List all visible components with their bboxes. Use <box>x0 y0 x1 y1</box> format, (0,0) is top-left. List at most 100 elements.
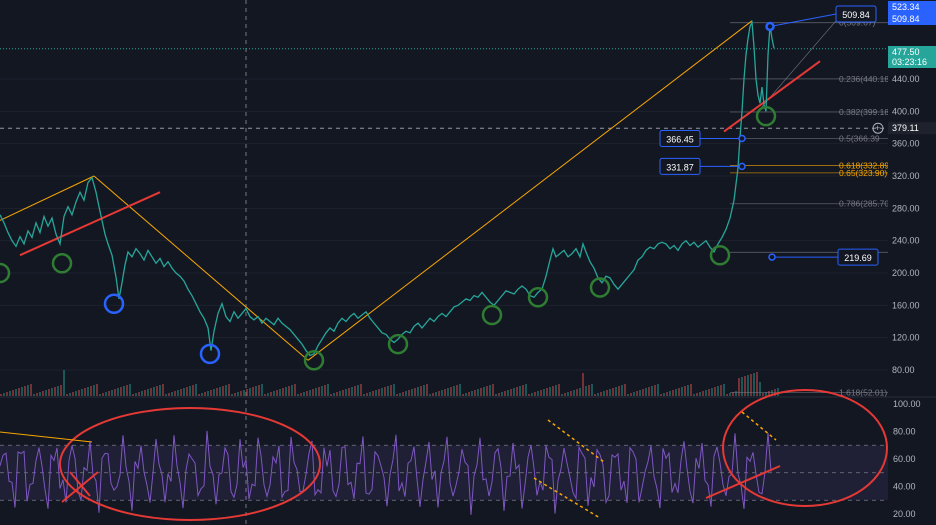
volume-bar <box>477 389 479 396</box>
oscillator-band <box>0 444 888 501</box>
volume-bar <box>183 388 185 396</box>
volume-bar <box>555 385 557 396</box>
volume-bar <box>258 385 260 396</box>
volume-bar <box>249 388 251 396</box>
volume-bar <box>408 390 410 396</box>
volume-bar <box>327 384 329 396</box>
volume-bar <box>591 384 593 396</box>
volume-bar <box>615 387 617 396</box>
volume-bar <box>429 394 431 396</box>
volume-bar <box>402 392 404 396</box>
volume-bar <box>369 392 371 396</box>
volume-bar <box>552 386 554 396</box>
volume-bar <box>522 385 524 396</box>
volume-bar <box>123 386 125 396</box>
volume-bar <box>726 394 728 396</box>
volume-bar <box>150 388 152 396</box>
price-series <box>0 20 775 357</box>
plus-icon: + <box>875 123 880 133</box>
volume-bar <box>156 386 158 396</box>
price-badge <box>888 1 936 13</box>
volume-bar <box>468 392 470 396</box>
volume-bar <box>336 392 338 396</box>
callout-label: 331.87 <box>666 162 694 172</box>
volume-bar <box>510 389 512 396</box>
volume-bar <box>537 391 539 396</box>
trend-line-rally <box>307 20 753 361</box>
volume-bar <box>630 393 632 396</box>
volume-bar <box>426 384 428 396</box>
volume-bar <box>252 387 254 396</box>
volume-bar <box>651 386 653 396</box>
fib-label: 1.618(52.01) <box>839 388 887 398</box>
price-badge <box>888 122 936 135</box>
price-tick-label: 400.00 <box>892 106 920 116</box>
volume-bar <box>399 393 401 396</box>
volume-bar <box>519 386 521 396</box>
price-callouts[interactable]: 509.84 366.45 331.87 219.69 <box>659 5 879 266</box>
volume-bar <box>447 388 449 396</box>
volume-bar <box>357 385 359 396</box>
volume-bar <box>297 394 299 396</box>
price-axis: 440.00 400.00 360.00 320.00 280.00 240.00 200.… <box>872 0 936 397</box>
volume-bar <box>171 392 173 396</box>
volume-bar <box>693 394 695 396</box>
price-badge-value: 477.50 <box>892 47 920 57</box>
volume-bar <box>540 390 542 396</box>
volume-bar <box>366 393 368 396</box>
oscillator-line <box>0 430 772 515</box>
oscillator-pane[interactable]: 100.00 80.00 60.00 40.00 20.00 <box>0 389 936 525</box>
volume-bar <box>42 391 44 396</box>
volume-bar <box>768 391 770 396</box>
price-tick-label: 160.00 <box>892 300 920 310</box>
oscillator-series <box>0 430 772 515</box>
volume-bar <box>621 385 623 396</box>
volume-bar <box>87 387 89 396</box>
volume-bar <box>288 386 290 396</box>
volume-bar <box>351 387 353 396</box>
volume-bar <box>750 374 752 396</box>
price-badge-countdown: 03:23:16 <box>892 57 927 67</box>
volume-bar <box>6 392 8 396</box>
callout-leader <box>769 13 837 27</box>
volume-bar <box>330 394 332 396</box>
volume-bar <box>324 385 326 396</box>
green-pivot-circle <box>51 253 73 274</box>
volume-bar <box>186 387 188 396</box>
volume-bar <box>699 392 701 396</box>
volume-bar <box>528 394 530 396</box>
volume-bar <box>0 394 2 396</box>
volume-bar <box>3 393 5 396</box>
volume-bar <box>228 384 230 396</box>
volume-bar <box>459 384 461 396</box>
volume-bar <box>339 391 341 396</box>
volume-bar <box>735 391 737 396</box>
volume-bar <box>624 384 626 396</box>
red-divergence-line <box>705 465 781 499</box>
oscillator-annotations <box>0 389 888 521</box>
volume-bar <box>231 394 233 396</box>
price-badge <box>888 13 936 25</box>
volume-bar <box>174 391 176 396</box>
volume-bar <box>45 390 47 396</box>
volume-bar <box>633 392 635 396</box>
green-pivot-circle <box>527 287 549 308</box>
oscillator-tick-label: 60.00 <box>893 454 916 464</box>
volume-bar <box>165 394 167 396</box>
volume-bar <box>381 388 383 396</box>
volume-bar <box>705 390 707 396</box>
volume-bar <box>129 384 131 396</box>
volume-bar <box>777 388 779 396</box>
volume-bar <box>360 384 362 396</box>
volume-bar <box>450 387 452 396</box>
volume-bar <box>498 393 500 396</box>
volume-bar <box>312 389 314 396</box>
blue-pivot-circle <box>199 343 221 365</box>
volume-bar <box>240 391 242 396</box>
volume-bar <box>393 384 395 396</box>
red-support-line <box>19 191 161 257</box>
volume-bar <box>600 392 602 396</box>
volume-bar <box>423 385 425 396</box>
